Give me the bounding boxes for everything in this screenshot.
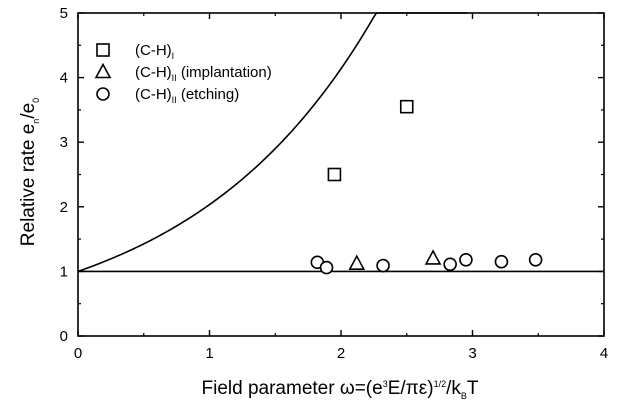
y-tick-label: 3 <box>60 134 68 151</box>
x-tick-label: 1 <box>205 345 213 362</box>
y-tick-label: 1 <box>60 263 68 280</box>
legend-label: (C-H)II (implantation) <box>135 64 272 83</box>
x-tick-label: 3 <box>468 345 476 362</box>
data-point-triangle <box>348 254 366 270</box>
data-point-circle <box>376 258 390 273</box>
data-point-circle <box>494 254 509 269</box>
y-tick-label: 5 <box>60 5 68 22</box>
data-point-circle <box>459 252 473 267</box>
y-tick-label: 0 <box>60 328 68 345</box>
data-point-triangle <box>424 249 442 265</box>
plot-layer: 0 1 2 3 4 0 1 2 3 4 5 (C-H)I (C-H)II (implantation) (… <box>60 5 609 362</box>
y-axis-label: Relative rate en/e0 <box>18 98 41 246</box>
x-tick-label: 2 <box>337 345 345 362</box>
legend-marker-circle <box>96 87 110 101</box>
data-point-circle <box>319 260 334 275</box>
legend-label: (C-H)I <box>135 42 174 61</box>
y-tick-label: 4 <box>60 70 68 87</box>
data-point-circle <box>443 257 457 272</box>
data-point-circle <box>528 252 543 267</box>
legend-marker-square <box>96 43 110 57</box>
x-tick-label: 0 <box>74 345 82 362</box>
y-tick-label: 2 <box>60 199 68 216</box>
fit-curve <box>77 12 468 273</box>
data-point-square <box>327 167 342 182</box>
data-point-square <box>399 99 414 114</box>
x-tick-label: 4 <box>600 345 608 362</box>
x-axis-label: Field parameter ω=(e3E/πε)1/2/kBT <box>202 378 479 401</box>
legend-label: (C-H)II (etching) <box>135 86 239 105</box>
legend-marker-triangle <box>94 62 112 79</box>
